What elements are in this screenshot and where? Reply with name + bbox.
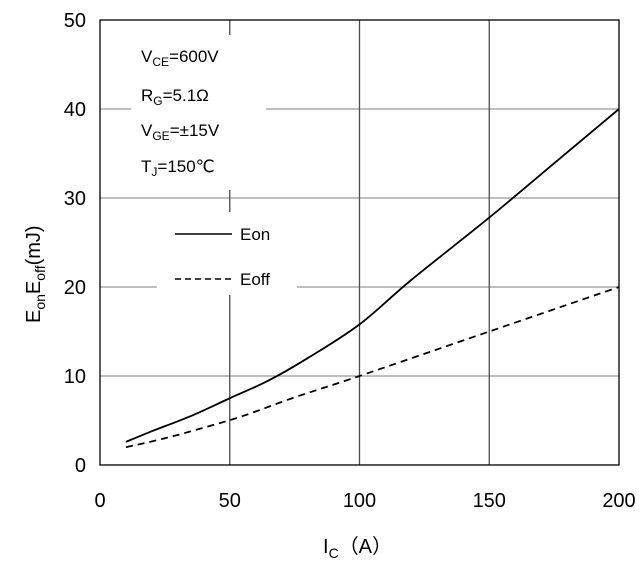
series-line-eon [125,108,620,443]
y-axis-label: EonEoff(mJ) [23,225,48,323]
annotation-background [131,35,266,190]
x-tick-label: 150 [473,490,506,512]
legend-eon-label: Eon [240,225,270,244]
y-tick-label: 50 [64,10,86,32]
x-tick-label: 50 [219,490,241,512]
data-series [125,108,620,449]
plot-frame [99,19,620,466]
y-tick-label: 30 [64,188,86,210]
tick-labels: 0 10 20 30 40 50 0 50 100 150 200 [64,10,636,512]
legend-background [157,212,297,295]
annotation-vge: VGE=±15V [141,121,220,143]
x-axis-label: IC（A） [323,535,392,561]
x-tick-label: 0 [94,490,105,512]
y-tick-label: 0 [75,455,86,477]
x-tick-label: 100 [343,490,376,512]
x-tick-label: 200 [602,490,635,512]
y-tick-label: 10 [64,366,86,388]
annotation-vce: VCE=600V [141,47,219,69]
series-line-eoff [125,286,620,449]
legend: Eon Eoff [157,212,297,295]
condition-annotations: VCE=600V RG=5.1Ω VGE=±15V TJ=150℃ [131,35,266,190]
y-tick-label: 40 [64,99,86,121]
y-tick-label: 20 [64,277,86,299]
annotation-tj: TJ=150℃ [141,157,215,179]
legend-eoff-label: Eoff [240,270,270,289]
annotation-rg: RG=5.1Ω [141,86,209,108]
